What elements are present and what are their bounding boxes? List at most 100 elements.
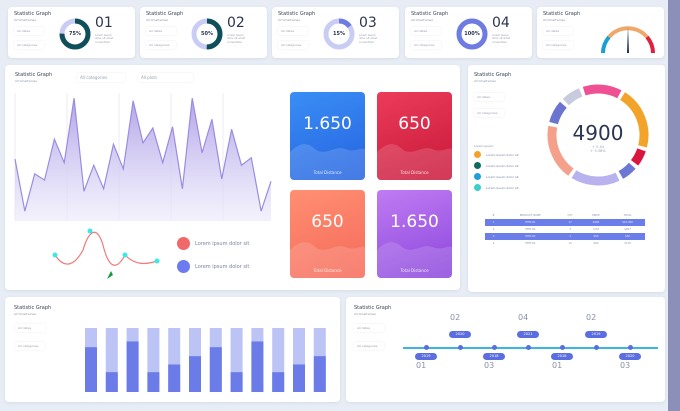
legend-item: Lorem ipsum dolor sit	[474, 184, 519, 191]
card-number: 03	[359, 15, 377, 31]
date-select[interactable]: All dates	[411, 27, 441, 35]
table-cell: 17	[558, 219, 582, 226]
wave-point	[122, 252, 128, 258]
table-row[interactable]: 2 ITEM 02 3 $ 89 $267	[485, 226, 645, 233]
donut-segment	[618, 162, 636, 179]
year-badge: 2019	[585, 331, 607, 338]
panel-title: Statistic Graph	[15, 72, 53, 78]
kpi-card[interactable]: 650 Total Distance	[377, 92, 452, 180]
table-cell: $60	[593, 242, 599, 245]
category-select[interactable]: All categories	[543, 41, 573, 49]
card-number: 01	[95, 15, 113, 31]
legend-label: Lorem ipsum dolor sit	[195, 263, 250, 270]
column-header: PRODUCT NAME	[519, 214, 541, 217]
legend-label: Lorem ipsum dolor sit	[486, 185, 519, 190]
table-cell: ITEM 03	[502, 233, 559, 240]
bar-value	[105, 372, 118, 392]
legend-label: Lorem ipsum dolor sit	[195, 240, 250, 247]
donut-segment	[571, 170, 620, 186]
table-row[interactable]: 4 ITEM 04 12 $60 $720	[485, 240, 645, 247]
kpi-wave	[377, 144, 452, 180]
panel-title: Statistic Graph	[14, 305, 52, 311]
category-select[interactable]: All categories	[278, 41, 308, 49]
stat-card: Statistic Graph All timeframes All dates…	[272, 7, 399, 58]
table-cell: 1	[558, 233, 582, 240]
percent-label: 100%	[464, 31, 480, 37]
bar-value	[168, 364, 181, 392]
bar-value	[230, 372, 243, 392]
bar-value	[147, 372, 160, 392]
date-select[interactable]: All dates	[474, 93, 504, 101]
bar-value	[189, 356, 201, 392]
timeline-node[interactable]	[491, 345, 497, 350]
kpi-card[interactable]: 650 Total Distance	[290, 190, 365, 278]
table-header: # PRODUCT NAME QTY PRICE TOTAL	[485, 212, 645, 219]
table-cell: $900	[581, 219, 611, 226]
event-number: 01	[552, 361, 563, 370]
donut-panel: Statistic Graph All timeframes All dates…	[468, 65, 665, 292]
panel-subtitle: All timeframes	[15, 79, 37, 83]
table-cell: $720	[624, 242, 631, 245]
wave-point	[154, 258, 160, 264]
timeline-node[interactable]	[593, 345, 599, 350]
progress-ring	[456, 18, 488, 50]
timeline-node[interactable]	[457, 345, 463, 350]
card-subtitle: All timeframes	[278, 18, 300, 22]
kpi-card[interactable]: 1.650 Total Distance	[377, 190, 452, 278]
date-select[interactable]: All dates	[14, 27, 44, 35]
donut-change-percent: + 5.36%	[590, 149, 606, 153]
area-fill	[15, 98, 271, 221]
table-row[interactable]: 3 ITEM 03 1 $50 $50	[485, 233, 645, 240]
legend-dot	[177, 260, 190, 273]
date-select[interactable]: All dates	[146, 27, 176, 35]
category-select[interactable]: All categories	[14, 41, 44, 49]
stat-card: Statistic Graph All timeframes All dates…	[140, 7, 267, 58]
card-description: Lorem ipsum dolor sit amet consectetur	[359, 34, 378, 44]
product-table: # PRODUCT NAME QTY PRICE TOTAL 1 ITEM 01 17 $900…	[485, 212, 645, 247]
table-cell: ITEM 04	[525, 242, 536, 245]
column-header: #	[492, 214, 495, 217]
category-filter[interactable]: All categories	[77, 73, 125, 82]
date-select[interactable]: All dates	[278, 27, 308, 35]
category-select[interactable]: All categories	[15, 342, 45, 350]
wave-chart	[52, 228, 160, 279]
date-select[interactable]: All dates	[543, 27, 573, 35]
panel-subtitle: All timeframes	[14, 312, 36, 316]
legend-dot	[474, 162, 481, 169]
column-header: QTY	[567, 214, 573, 217]
timeline-node[interactable]	[627, 345, 633, 350]
legend-label: Lorem ipsum dolor sit	[486, 152, 519, 157]
percent-label: 50%	[201, 31, 213, 37]
donut-segment	[582, 84, 622, 99]
column-header: TOTAL	[623, 214, 632, 217]
bar-chart	[85, 328, 326, 392]
category-select[interactable]: All categories	[411, 41, 441, 49]
table-row[interactable]: 1 ITEM 01 17 $900 $15.300	[485, 219, 645, 226]
panel-subtitle: All timeframes	[354, 312, 376, 316]
legend-item: Lorem ipsum dolor sit	[474, 151, 519, 158]
category-select[interactable]: All categories	[474, 109, 504, 117]
category-select[interactable]: All categories	[146, 41, 176, 49]
plots-filter[interactable]: All plots	[138, 73, 193, 82]
gauge-needle	[627, 27, 629, 53]
bar-value	[272, 372, 285, 392]
wave-line	[54, 231, 158, 266]
legend-title: Lorem ipsum	[474, 144, 494, 148]
kpi-wave	[290, 144, 365, 180]
event-number: 03	[620, 361, 631, 370]
card-description: Lorem ipsum dolor sit amet consectetur	[95, 34, 114, 44]
date-select[interactable]: All dates	[15, 324, 45, 332]
category-select[interactable]: All categories	[354, 342, 384, 350]
date-select[interactable]: All dates	[354, 324, 384, 332]
kpi-card[interactable]: 1.650 Total Distance	[290, 92, 365, 180]
card-description: Lorem ipsum dolor sit amet consectetur	[492, 34, 511, 44]
table-cell: 12	[568, 242, 572, 245]
event-number: 02	[586, 313, 597, 322]
table-cell: $267	[624, 228, 631, 231]
card-subtitle: All timeframes	[146, 18, 168, 22]
timeline-node[interactable]	[525, 345, 531, 350]
legend-label: Lorem ipsum dolor sit	[486, 174, 519, 179]
timeline-node[interactable]	[423, 345, 429, 350]
timeline-node[interactable]	[559, 345, 565, 350]
donut-segment	[562, 88, 583, 106]
